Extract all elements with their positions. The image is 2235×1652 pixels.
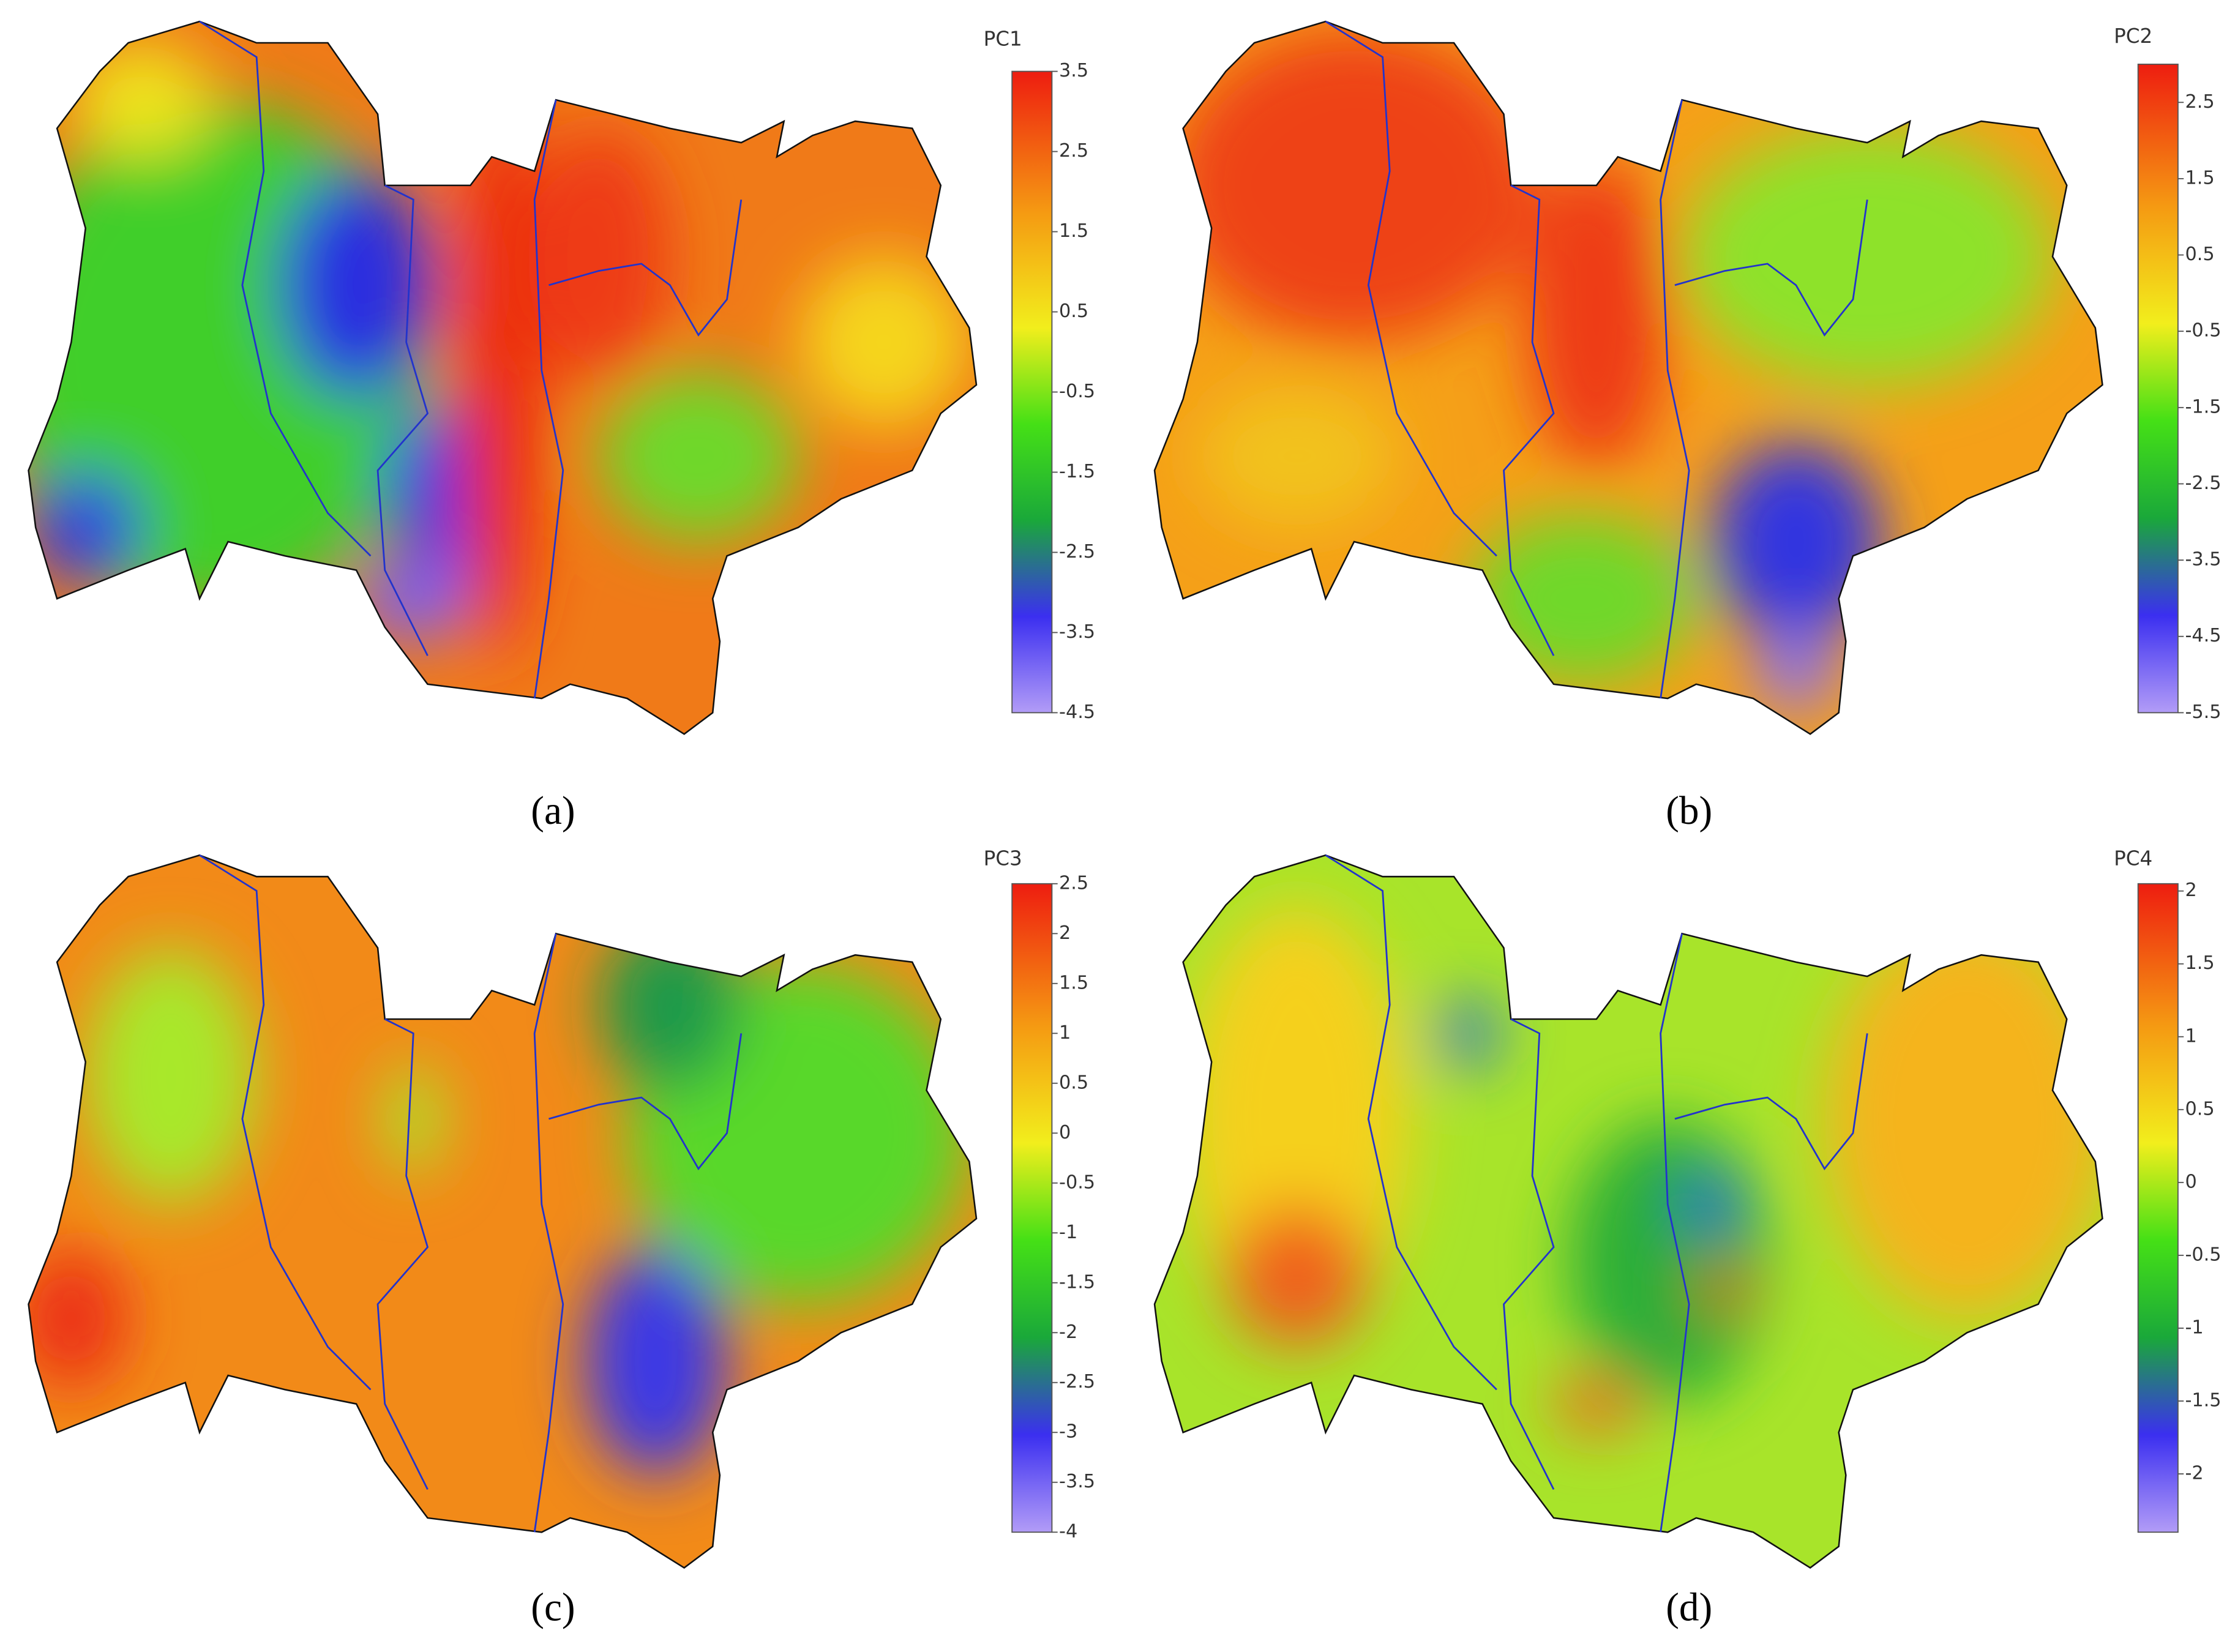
colorbar-tick-label: -0.5 — [2185, 1244, 2222, 1265]
colorbar-tick-label: -2.5 — [1059, 541, 1095, 563]
colorbar-tick-label: -2 — [2185, 1463, 2204, 1484]
colorbar-tick-label: -0.5 — [1059, 381, 1095, 402]
colorbar-tick-label: 2.5 — [2185, 91, 2215, 113]
colorbar — [2137, 883, 2179, 1533]
colorbar-tick-label: 1.5 — [1059, 220, 1088, 242]
colorbar-tick-label: -2.5 — [2185, 473, 2222, 494]
colorbar-tick-label: -4 — [1059, 1521, 1077, 1542]
colorbar — [1011, 883, 1053, 1533]
map-panel-c — [28, 854, 978, 1569]
map-panel-d — [1153, 854, 2103, 1569]
map-panel-b — [1153, 20, 2103, 735]
colorbar-title: PC4 — [2114, 847, 2152, 870]
panel-caption: (c) — [531, 1586, 575, 1630]
colorbar-tick-label: 2.5 — [1059, 872, 1088, 894]
colorbar-tick-label: -0.5 — [2185, 320, 2222, 342]
colorbar-tick-label: 1 — [2185, 1025, 2197, 1047]
colorbar-tick-label: -1.5 — [1059, 461, 1095, 482]
panel-caption: (b) — [1666, 789, 1712, 833]
colorbar-tick-label: -1.5 — [2185, 1389, 2222, 1411]
colorbar-tick-label: -4.5 — [1059, 701, 1095, 723]
colorbar-tick-label: 1.5 — [1059, 972, 1088, 993]
colorbar-tick-label: 0.5 — [2185, 244, 2215, 265]
colorbar-tick-label: -1.5 — [1059, 1271, 1095, 1293]
colorbar-tick-label: -3.5 — [2185, 549, 2222, 570]
colorbar-tick-label: -2 — [1059, 1321, 1077, 1343]
panel-caption: (a) — [531, 789, 575, 833]
panel-caption: (d) — [1666, 1586, 1712, 1630]
colorbar-tick-label: 0.5 — [1059, 1072, 1088, 1093]
colorbar-tick-label: -3.5 — [1059, 1471, 1095, 1492]
colorbar-tick-label: 0 — [2185, 1171, 2197, 1192]
map-panel-a — [28, 20, 978, 735]
colorbar-title: PC2 — [2114, 24, 2152, 48]
colorbar-tick-label: -4.5 — [2185, 625, 2222, 646]
colorbar-tick-label: 1.5 — [2185, 952, 2215, 974]
colorbar — [1011, 70, 1053, 714]
colorbar-tick-label: -0.5 — [1059, 1172, 1095, 1193]
colorbar-tick-label: 0 — [1059, 1122, 1071, 1143]
colorbar-tick-label: -3 — [1059, 1421, 1077, 1443]
colorbar-tick-label: -1 — [1059, 1222, 1077, 1243]
colorbar-tick-label: 2 — [1059, 922, 1071, 944]
colorbar-tick-label: 0.5 — [2185, 1098, 2215, 1119]
colorbar-tick-label: 2 — [2185, 880, 2197, 901]
colorbar-tick-label: -5.5 — [2185, 701, 2222, 723]
colorbar — [2137, 64, 2179, 714]
colorbar-tick-label: 3.5 — [1059, 60, 1088, 81]
colorbar-tick-label: 1 — [1059, 1022, 1071, 1044]
colorbar-title: PC3 — [984, 847, 1022, 870]
colorbar-tick-label: 2.5 — [1059, 140, 1088, 162]
colorbar-tick-label: -1.5 — [2185, 396, 2222, 417]
colorbar-tick-label: 0.5 — [1059, 301, 1088, 322]
colorbar-tick-label: 1.5 — [2185, 167, 2215, 189]
colorbar-tick-label: -2.5 — [1059, 1371, 1095, 1392]
colorbar-tick-label: -1 — [2185, 1317, 2204, 1338]
colorbar-title: PC1 — [984, 28, 1022, 51]
colorbar-tick-label: -3.5 — [1059, 621, 1095, 643]
